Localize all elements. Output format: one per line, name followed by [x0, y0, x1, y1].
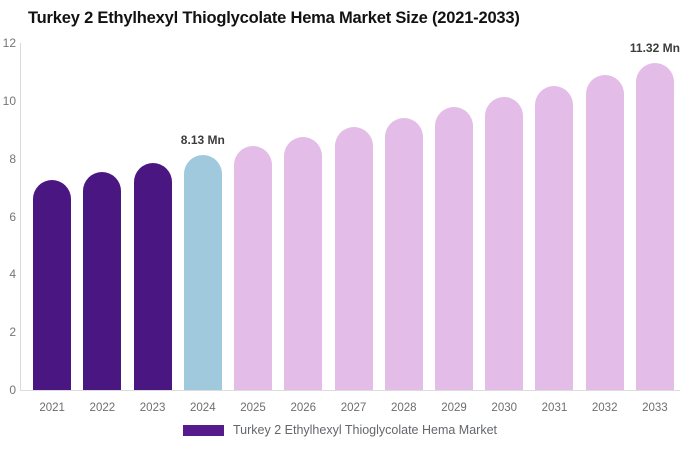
x-tick-label: 2023	[139, 402, 166, 414]
bar-2030[interactable]	[485, 96, 524, 390]
x-tick-label: 2025	[240, 402, 266, 414]
plot-area: 2021 2022 2023 8.13 Mn 2024 2025 2026 2027 2028 2…	[27, 40, 680, 414]
x-tick-label: 2028	[390, 402, 417, 414]
y-axis-line	[20, 43, 21, 390]
x-tick-label: 2021	[39, 402, 65, 414]
x-tick-label: 2032	[591, 402, 618, 414]
y-tick-label: 0	[9, 383, 16, 397]
bar-slot: 2030	[479, 43, 529, 414]
legend[interactable]: Turkey 2 Ethylhexyl Thioglycolate Hema M…	[0, 423, 680, 437]
bar-slot: 2027	[328, 43, 378, 414]
bar-slot: 2031	[529, 43, 579, 414]
bar-slot: 2032	[580, 43, 630, 414]
x-tick-label: 2030	[491, 402, 518, 414]
bar-slot: 8.13 Mn 2024	[178, 43, 228, 414]
x-tick-label: 2031	[541, 402, 568, 414]
bar-2028[interactable]	[384, 117, 423, 390]
bar-2032[interactable]	[585, 74, 624, 390]
bar-slot: 2028	[379, 43, 429, 414]
x-tick-label: 2026	[290, 402, 317, 414]
x-tick-label: 2029	[441, 402, 467, 414]
bar-2024[interactable]	[183, 154, 222, 390]
bar-slot: 2023	[127, 43, 177, 414]
x-tick-label: 2024	[190, 402, 216, 414]
bar-slot: 11.32 Mn 2033	[629, 40, 680, 414]
bar-slot: 2021	[27, 43, 77, 414]
chart-title: Turkey 2 Ethylhexyl Thioglycolate Hema M…	[28, 9, 520, 27]
y-tick-label: 4	[9, 267, 16, 282]
bar-2023[interactable]	[133, 163, 172, 390]
y-tick-label: 12	[2, 36, 16, 50]
data-label: 8.13 Mn	[180, 132, 225, 147]
bar-2025[interactable]	[234, 146, 273, 390]
y-tick-label: 8	[9, 151, 16, 166]
bar-2021[interactable]	[33, 179, 72, 390]
x-tick-label: 2033	[642, 402, 668, 414]
legend-swatch-icon	[183, 424, 224, 436]
data-label: 11.32 Mn	[629, 40, 680, 55]
y-tick-label: 6	[9, 209, 16, 224]
bar-slot: 2025	[228, 43, 278, 414]
bar-2029[interactable]	[434, 107, 473, 390]
legend-label: Turkey 2 Ethylhexyl Thioglycolate Hema M…	[233, 423, 497, 437]
x-tick-label: 2027	[340, 402, 367, 414]
bar-2026[interactable]	[284, 136, 323, 390]
y-tick-label: 10	[2, 93, 16, 108]
bar-2031[interactable]	[535, 85, 574, 390]
y-tick-label: 2	[9, 325, 16, 340]
x-tick-label: 2022	[89, 402, 116, 414]
bar-2033[interactable]	[635, 62, 674, 390]
bar-2022[interactable]	[83, 171, 122, 390]
x-axis-line	[20, 390, 680, 391]
bar-2027[interactable]	[334, 127, 373, 390]
bar-slot: 2022	[77, 43, 127, 414]
bar-slot: 2029	[429, 43, 479, 414]
bar-slot: 2026	[278, 43, 328, 414]
